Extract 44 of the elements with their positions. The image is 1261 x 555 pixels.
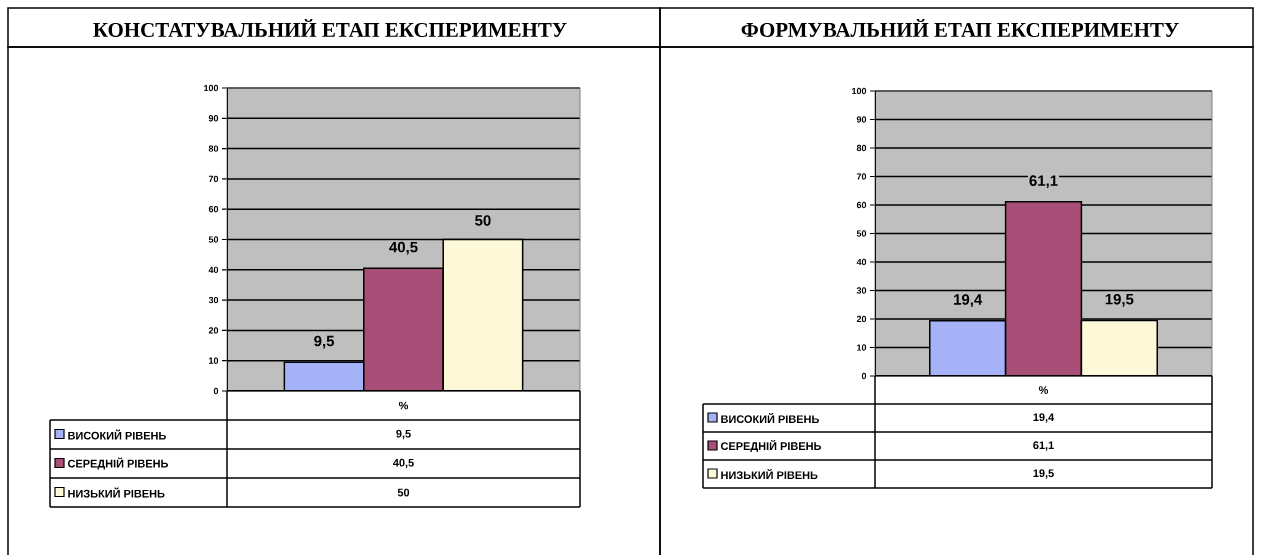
y-tick-label: 60 [208, 206, 219, 213]
y-tick-label: 70 [856, 173, 867, 180]
y-tick-label: 0 [213, 387, 219, 395]
y-tick-label: 40 [208, 266, 219, 273]
data-label: 19,5 [1105, 293, 1134, 307]
legend-label: ВИСОКИЙ РІВЕНЬ [721, 412, 819, 424]
y-tick-label: 20 [856, 315, 867, 323]
legend-label: СЕРЕДНІЙ РІВЕНЬ [67, 457, 169, 470]
y-tick-label: 30 [856, 287, 867, 294]
data-label: 61,1 [1029, 175, 1058, 189]
chart-title: КОНСТАТУВАЛЬНИЙ ЕТАП ЕКСПЕРИМЕНТУ [93, 18, 567, 38]
y-tick-label: 70 [208, 175, 219, 183]
y-tick-label: 50 [856, 230, 867, 237]
legend-label: ВИСОКИЙ РІВЕНЬ [68, 429, 166, 440]
y-tick-label: 80 [208, 145, 219, 152]
legend-label: НИЗЬКИЙ РІВЕНЬ [721, 468, 818, 480]
x-tick-label: % [1038, 386, 1049, 394]
y-tick-label: 10 [857, 344, 867, 351]
data-label: 50 [475, 215, 491, 226]
x-tick-label: % [398, 401, 409, 410]
text: 9,5 [396, 429, 411, 440]
y-tick-label: 100 [204, 84, 219, 92]
y-tick-label: 90 [208, 115, 219, 122]
data-label: 40,5 [389, 241, 418, 255]
legend-label: НИЗЬКИЙ РІВЕНЬ [68, 487, 165, 498]
y-tick-label: 10 [209, 357, 219, 364]
y-tick-label: 60 [856, 201, 867, 209]
chart-title: ФОРМУВАЛЬНИЙ ЕТАП ЕКСПЕРИМЕНТУ [741, 18, 1179, 38]
text: 50 [397, 488, 410, 497]
y-tick-label: 90 [856, 116, 867, 123]
y-tick-label: 50 [208, 236, 219, 243]
y-tick-label: 30 [208, 296, 219, 304]
y-tick-label: 80 [856, 144, 867, 152]
text: 19,4 [1033, 413, 1055, 423]
y-tick-label: 100 [852, 87, 867, 95]
data-label: 9,5 [314, 335, 335, 349]
text: 19,5 [1033, 469, 1054, 479]
legend-label: СЕРЕДНІЙ РІВЕНЬ [720, 439, 822, 453]
data-label: 19,4 [954, 294, 983, 307]
text: 61,1 [1033, 441, 1054, 451]
text: 40,5 [393, 458, 414, 469]
y-tick-label: 40 [856, 258, 867, 266]
y-tick-label: 0 [861, 372, 867, 380]
y-tick-label: 20 [208, 327, 219, 334]
